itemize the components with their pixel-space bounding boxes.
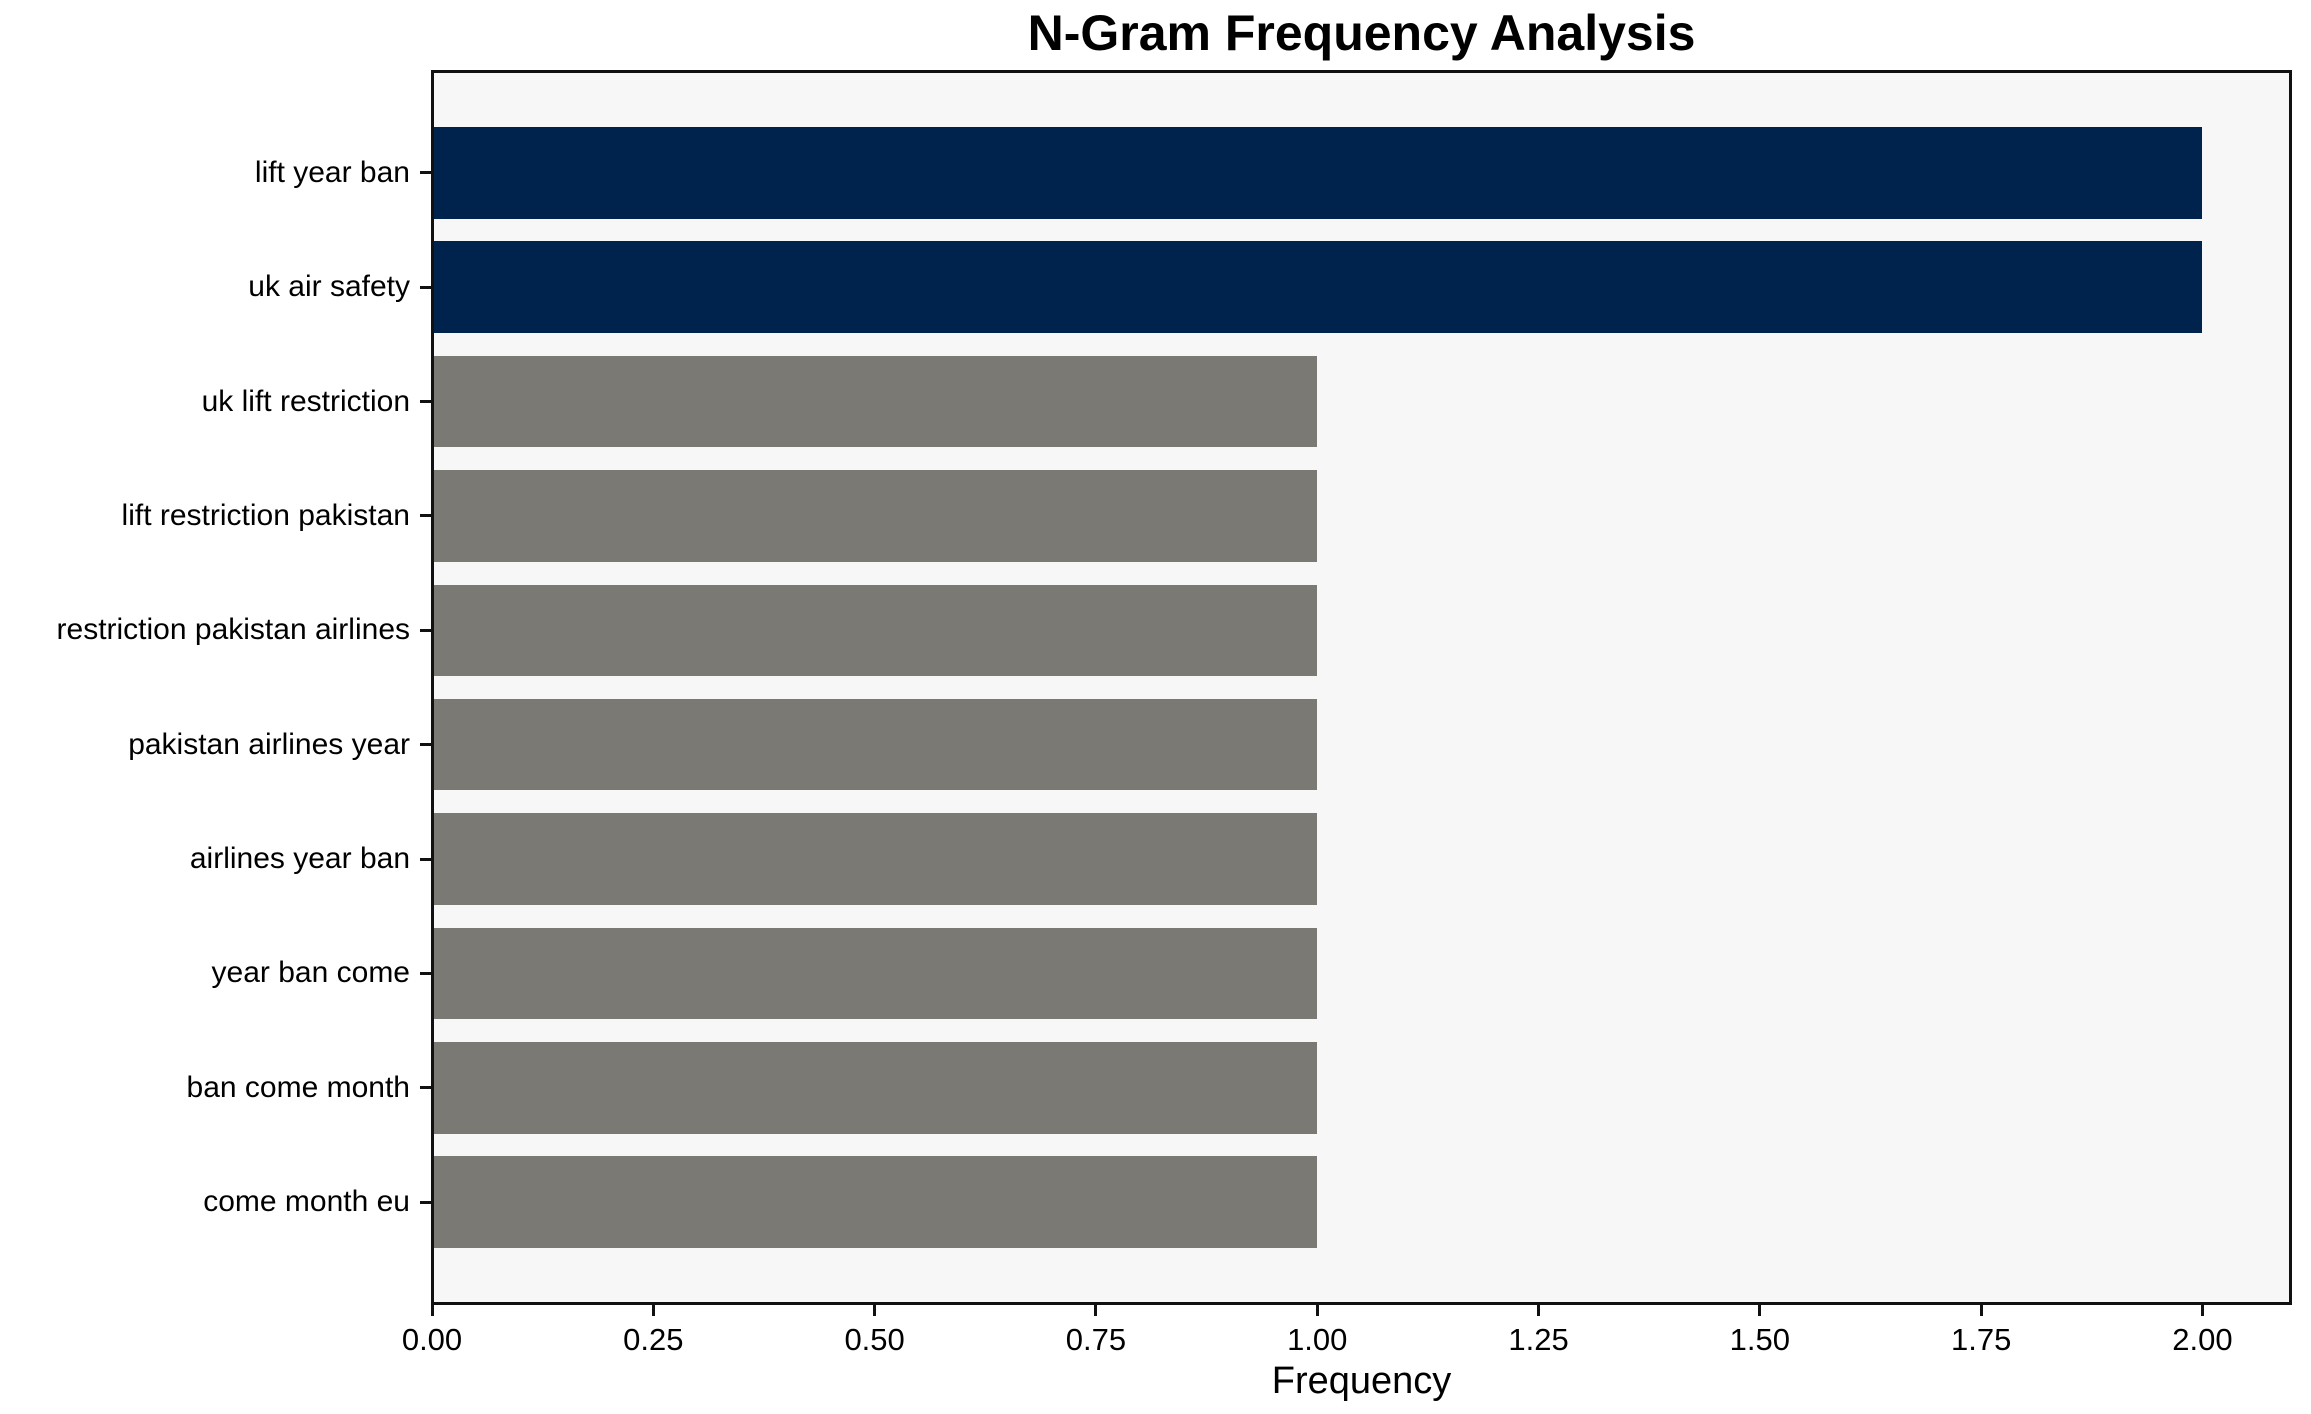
y-tick-label: airlines year ban bbox=[189, 842, 410, 876]
y-tick-label: restriction pakistan airlines bbox=[56, 613, 410, 647]
x-tick bbox=[651, 1304, 655, 1316]
y-tick bbox=[420, 171, 432, 175]
y-tick-label: lift year ban bbox=[254, 155, 410, 189]
x-tick-label: 0.00 bbox=[401, 1322, 463, 1357]
bar-uk-air-safety bbox=[432, 241, 2203, 333]
x-tick bbox=[2200, 1304, 2204, 1316]
x-tick bbox=[1094, 1304, 1098, 1316]
y-tick bbox=[420, 1200, 432, 1204]
x-tick-label: 1.50 bbox=[1729, 1322, 1791, 1357]
y-tick-label: pakistan airlines year bbox=[128, 727, 410, 761]
bar-lift-restriction-pakistan bbox=[432, 470, 1318, 562]
bar-airlines-year-ban bbox=[432, 813, 1318, 905]
x-tick-label: 1.25 bbox=[1508, 1322, 1569, 1357]
y-tick-label: ban come month bbox=[186, 1070, 410, 1104]
y-tick bbox=[420, 743, 432, 747]
bar-come-month-eu bbox=[432, 1156, 1318, 1248]
x-tick bbox=[430, 1304, 434, 1316]
y-tick-label: uk lift restriction bbox=[201, 384, 410, 418]
y-tick-label: year ban come bbox=[211, 956, 410, 990]
y-tick bbox=[420, 857, 432, 861]
bar-uk-lift-restriction bbox=[432, 355, 1318, 448]
y-tick-label: come month eu bbox=[203, 1185, 410, 1219]
bar-pakistan-airlines-year bbox=[432, 698, 1318, 791]
chart-title: N-Gram Frequency Analysis bbox=[1027, 5, 1696, 61]
bar-ban-come-month bbox=[432, 1042, 1318, 1134]
bar-year-ban-come bbox=[432, 927, 1318, 1020]
y-tick bbox=[420, 514, 432, 518]
y-tick bbox=[420, 400, 432, 404]
x-tick bbox=[1537, 1304, 1541, 1316]
x-tick bbox=[873, 1304, 877, 1316]
y-tick-label: lift restriction pakistan bbox=[121, 498, 410, 532]
x-axis-label: Frequency bbox=[1271, 1360, 1452, 1402]
bar-lift-year-ban bbox=[432, 127, 2203, 219]
y-tick-label: uk air safety bbox=[248, 270, 410, 304]
x-tick bbox=[1315, 1304, 1319, 1316]
x-tick-label: 2.00 bbox=[2172, 1322, 2233, 1357]
x-tick-label: 1.00 bbox=[1287, 1322, 1348, 1357]
x-tick bbox=[1758, 1304, 1762, 1316]
y-tick bbox=[420, 285, 432, 289]
x-tick-label: 1.75 bbox=[1950, 1322, 2012, 1357]
y-tick bbox=[420, 628, 432, 632]
y-tick bbox=[420, 971, 432, 975]
x-tick-label: 0.25 bbox=[623, 1322, 684, 1357]
x-tick-label: 0.50 bbox=[844, 1322, 905, 1357]
y-tick bbox=[420, 1086, 432, 1090]
bar-restriction-pakistan-airlines bbox=[432, 584, 1318, 677]
x-tick bbox=[1979, 1304, 1983, 1316]
x-tick-label: 0.75 bbox=[1065, 1322, 1127, 1357]
